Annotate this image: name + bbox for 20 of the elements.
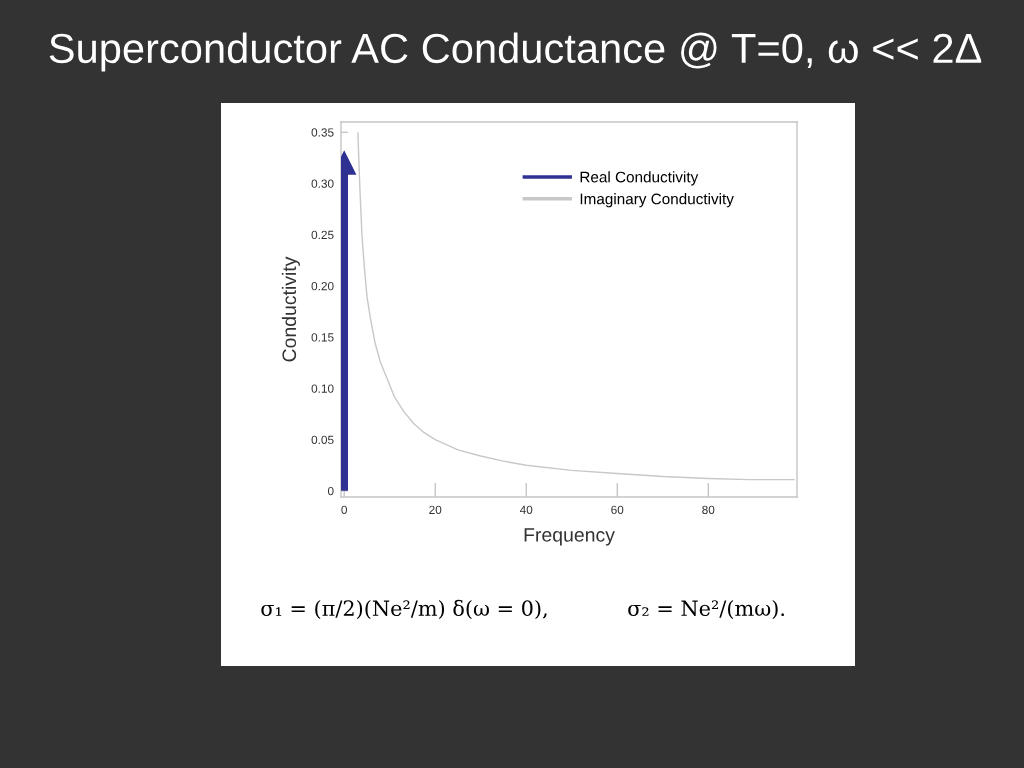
y-tick-label: 0.30 <box>311 179 334 188</box>
y-axis-title: Conductivity <box>281 256 300 362</box>
x-tick-label: 0 <box>341 505 348 514</box>
y-tick-label: 0.35 <box>311 128 334 137</box>
text: σ₂ = Ne²/(mω). <box>628 599 785 619</box>
y-tick-label: 0.10 <box>311 384 334 393</box>
legend-label: Real Conductivity <box>580 171 699 186</box>
x-tick-label: 80 <box>702 505 715 514</box>
y-tick-label: 0 <box>327 486 334 496</box>
chart-title: Superconductor AC Conductance @ T=0, ω << 2Δ <box>49 32 982 72</box>
x-axis-title: Frequency <box>524 528 615 546</box>
y-tick-label: 0.05 <box>311 435 334 445</box>
legend-label: Imaginary Conductivity <box>580 193 734 208</box>
y-tick-label: 0.15 <box>311 333 334 342</box>
x-tick-label: 20 <box>429 505 442 514</box>
text: σ₁ = (π/2)(Ne²/m) δ(ω = 0), <box>261 599 547 619</box>
y-tick-label: 0.25 <box>311 230 334 240</box>
x-tick-label: 60 <box>611 505 624 514</box>
x-tick-label: 40 <box>519 505 533 514</box>
y-tick-label: 0.20 <box>311 281 334 291</box>
